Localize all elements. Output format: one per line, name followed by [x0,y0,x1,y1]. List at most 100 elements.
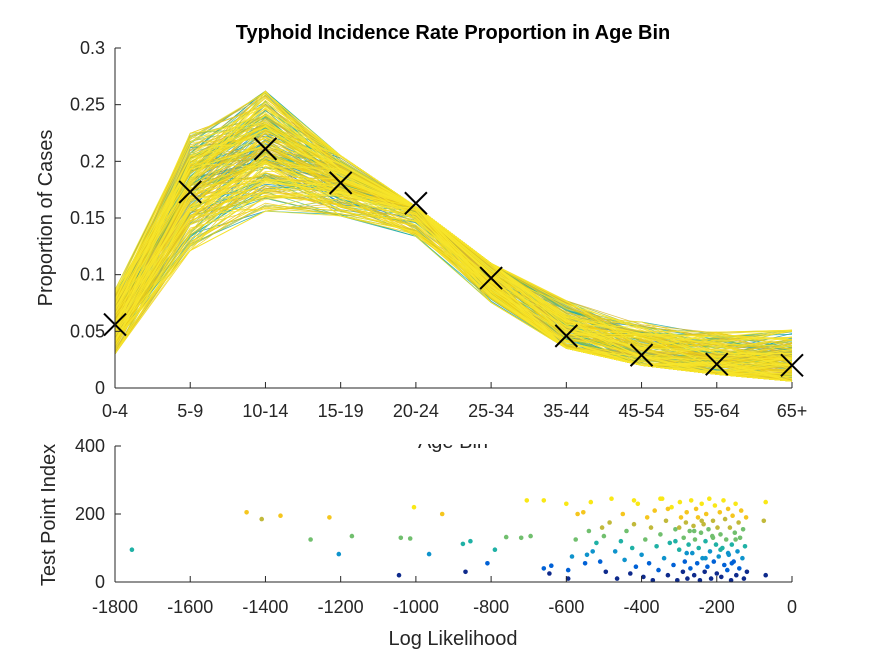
scatter-point [618,538,624,544]
x-tick-label: 15-19 [318,401,364,421]
scatter-point [729,561,735,566]
x-marker-45-54 [629,343,654,367]
scatter-point [673,538,678,544]
scatter-point [694,561,700,566]
y-tick-label: 0.2 [80,151,105,171]
scatter-point [564,501,569,507]
x-tick-label: 20-24 [393,401,439,421]
scatter-point [629,545,635,551]
scatter-point [661,555,667,561]
scatter-point [622,557,627,563]
y-tick-label: 0.25 [70,95,105,115]
x-tick-label: 45-54 [619,401,665,421]
y-axis-label: Proportion of Cases [35,130,57,307]
x-marker-10-14 [253,137,278,161]
x-marker-stroke [554,324,579,348]
x-tick-label: -400 [624,597,660,617]
x-tick-label: 25-34 [468,401,514,421]
y-tick-label: 200 [75,504,105,524]
scatter-point [714,571,720,576]
scatter-point [688,498,694,503]
scatter-point [705,564,710,569]
x-marker-stroke [780,353,804,378]
scatter-point [607,520,612,525]
scatter-point [503,534,509,540]
scatter-point [468,538,473,544]
scatter-point [528,533,533,539]
scatter-point [603,569,609,575]
scatter-point [691,528,697,534]
scatter-point [244,510,249,515]
x-marker-stroke [479,266,503,290]
x-marker-stroke [178,180,202,204]
scatter-point [641,574,646,580]
scatter-point [737,535,743,541]
scatter-point [682,559,688,564]
scatter-point [676,547,682,552]
scatter-point [725,506,731,512]
scatter-point [327,515,332,520]
y-tick-label: 0.3 [80,38,105,58]
scatter-point [676,525,682,530]
scatter-point [582,561,588,566]
scatter-point [658,532,663,537]
scatter-point [710,518,716,524]
scatter-point [717,510,723,515]
scatter-point [278,513,283,518]
scatter-point [743,515,749,520]
scatter-point [349,533,355,539]
scatter-point [692,537,698,542]
x-tick-label: -1400 [242,597,288,617]
scatter-point [734,572,739,578]
x-tick-label: -1000 [393,597,439,617]
scatter-point [690,550,695,556]
scatter-point [541,498,547,503]
scatter-point [683,520,689,525]
scatter-point [665,506,671,512]
scatter-point [703,555,708,561]
scatter-point [684,510,689,515]
x-marker-stroke [629,343,654,367]
scatter-point [308,537,313,542]
scatter-point [715,525,720,530]
scatter-point [581,510,586,515]
scatter-y-axis-label: Test Point Index [38,444,60,586]
scatter-point [716,554,721,559]
ensemble-line [114,161,793,382]
scatter-point [688,566,693,571]
scatter-point [677,499,683,505]
scatter-point [665,572,671,578]
scatter-point [573,537,578,542]
scatter-point [712,503,718,508]
scatter-point [686,542,691,547]
scatter-points [129,496,768,583]
scatter-point [614,576,620,581]
scatter-point [740,555,745,561]
x-tick-label: 55-64 [694,401,740,421]
scatter-point [547,571,552,576]
scatter-chart-log-likelihood: -1800 -1600 -1400 -1200 -1000 -800 -600 -400 -20… [0,418,875,650]
y-tick-label: 0 [95,572,105,592]
x-marker-stroke [253,137,278,161]
scatter-point [635,501,641,507]
scatter-point [485,561,490,566]
scatter-point [663,518,669,524]
scatter-point [696,545,701,551]
ensemble-line [114,144,793,367]
x-marker-stroke [705,352,729,376]
scatter-point [761,518,767,524]
scatter-point [722,516,728,522]
y-tick-label: 400 [75,436,105,456]
scatter-point [628,571,633,576]
bottom-axes: -1800 -1600 -1400 -1200 -1000 -800 -600 -400 -20… [75,436,797,617]
y-tick-label: 0.1 [80,265,105,285]
x-tick-label: -1800 [92,597,138,617]
scatter-point [656,567,661,573]
scatter-point [763,499,768,505]
scatter-point [710,535,716,541]
scatter-point [575,511,580,517]
scatter-point [703,538,708,544]
x-marker-stroke [328,171,353,195]
scatter-point [699,518,704,524]
chart-title: Typhoid Incidence Rate Proportion in Age… [236,22,670,44]
